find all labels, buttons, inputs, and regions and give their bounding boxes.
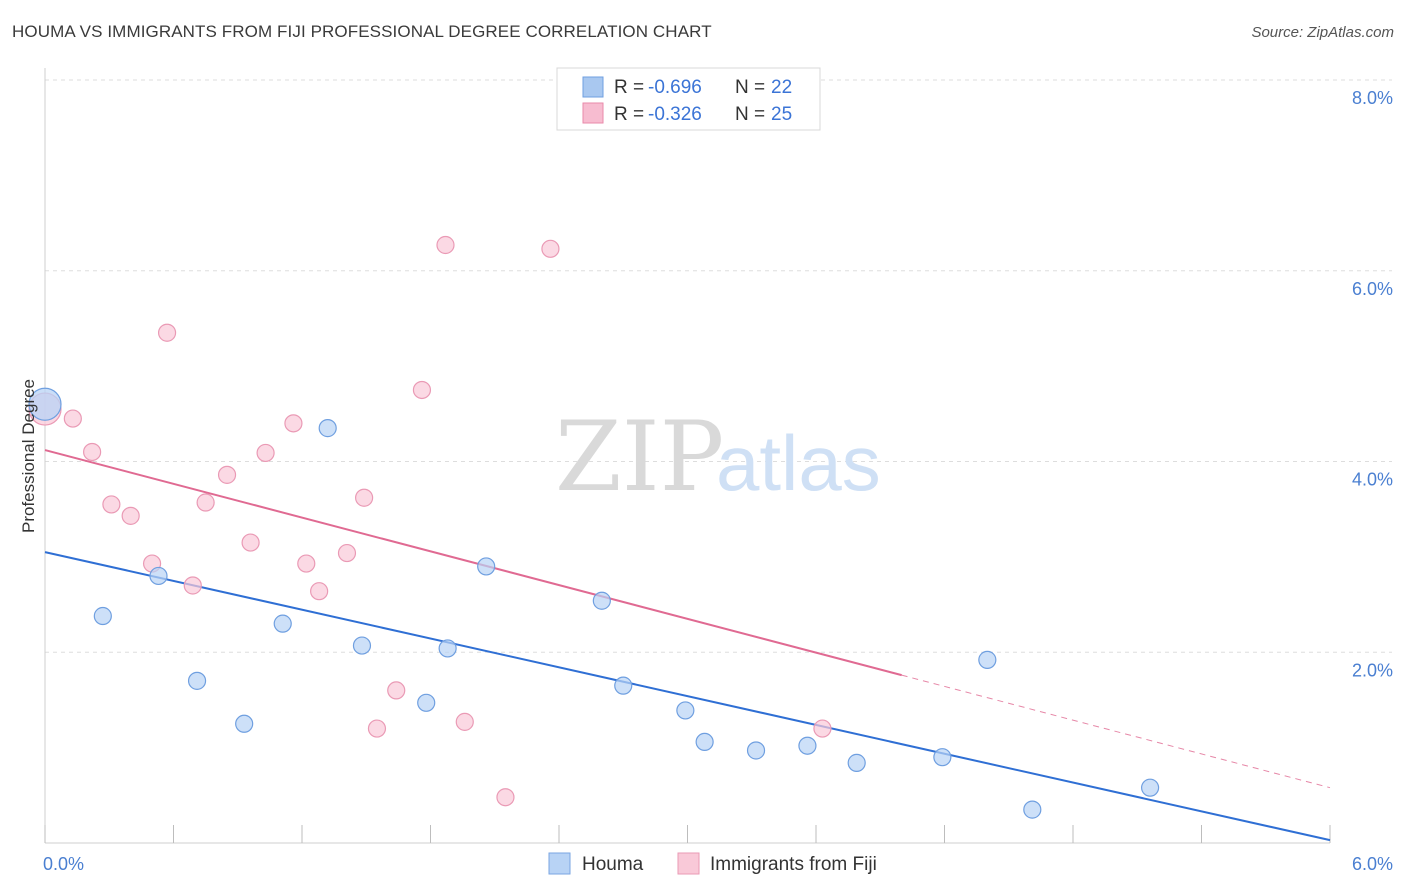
trend-line-houma (44, 551, 1331, 842)
trend-line-extension-fiji (901, 674, 1331, 789)
legend-n-value: 22 (771, 77, 792, 98)
data-point-fiji (455, 712, 474, 731)
data-point-fiji (412, 380, 432, 400)
gridlines (45, 79, 1392, 653)
data-point-fiji (387, 681, 406, 700)
data-point-houma (798, 736, 817, 755)
legend-stats: R = -0.696 N = 22 R = -0.326 N = 25 (556, 67, 821, 131)
data-point-fiji (217, 465, 237, 484)
y-tick-label: 4.0% (1352, 470, 1393, 490)
data-point-fiji (183, 576, 202, 595)
data-point-fiji (157, 323, 177, 342)
x-tick-label: 0.0% (43, 854, 84, 874)
y-tick-label: 6.0% (1352, 279, 1393, 299)
data-point-houma (1023, 800, 1042, 819)
watermark: ZIP atlas (555, 401, 881, 513)
data-point-houma (592, 591, 611, 610)
data-point-houma (933, 748, 952, 767)
tick-labels: 2.0% 4.0% 6.0% 8.0% 0.0% 6.0% (43, 88, 1393, 874)
data-point-houma (417, 693, 436, 712)
y-tick-label: 2.0% (1352, 660, 1393, 680)
watermark-atlas: atlas (716, 419, 881, 507)
data-point-fiji (367, 719, 387, 738)
chart-title: HOUMA VS IMMIGRANTS FROM FIJI PROFESSION… (12, 22, 712, 41)
y-axis-label: Professional Degree (19, 379, 38, 533)
data-point-fiji (297, 554, 316, 573)
data-point-fiji (436, 235, 455, 255)
data-point-fiji (355, 488, 374, 507)
data-point-houma (149, 566, 168, 586)
data-point-houma (352, 636, 372, 655)
data-point-fiji (337, 543, 357, 563)
legend-n-label: N = (735, 77, 765, 98)
data-point-houma (28, 387, 62, 421)
data-point-fiji (284, 414, 303, 433)
data-point-fiji (121, 506, 140, 525)
data-point-fiji (256, 443, 275, 463)
data-point-houma (614, 676, 633, 695)
legend-r-label: R = (614, 77, 644, 98)
legend-swatch-fiji-bottom (677, 852, 700, 875)
data-point-houma (438, 639, 457, 658)
legend-r-label: R = (614, 104, 644, 125)
legend-n-value: 25 (771, 104, 792, 125)
data-point-fiji (541, 239, 560, 258)
data-points (28, 235, 1160, 819)
legend-swatch-houma-bottom (548, 852, 571, 875)
data-point-fiji (102, 495, 121, 514)
data-point-houma (273, 614, 292, 633)
legend-r-value: -0.696 (648, 77, 702, 98)
y-tick-label: 8.0% (1352, 88, 1393, 108)
data-point-houma (847, 753, 866, 772)
data-point-fiji (310, 582, 329, 601)
legend-n-label: N = (735, 104, 765, 125)
data-point-fiji (496, 788, 515, 807)
legend-swatch-houma (582, 76, 604, 98)
legend-label-fiji: Immigrants from Fiji (710, 854, 877, 875)
source-credit: Source: ZipAtlas.com (1251, 24, 1394, 41)
legend-swatch-fiji (582, 102, 604, 124)
data-point-fiji (196, 493, 215, 512)
trend-line-fiji (44, 449, 902, 677)
data-point-fiji (241, 533, 260, 552)
data-point-houma (318, 419, 337, 438)
data-point-fiji (83, 442, 102, 462)
legend-series: Houma Immigrants from Fiji (548, 852, 877, 875)
axes (44, 68, 1331, 844)
legend-label-houma: Houma (582, 854, 644, 875)
data-point-fiji (813, 719, 832, 738)
data-point-houma (695, 732, 714, 752)
data-point-houma (676, 701, 695, 720)
data-point-fiji (63, 409, 82, 428)
legend-r-value: -0.326 (648, 104, 702, 125)
data-point-houma (1140, 778, 1160, 797)
trend-lines (44, 449, 1331, 842)
data-point-houma (235, 714, 254, 733)
watermark-zip: ZIP (555, 401, 724, 513)
data-point-houma (978, 650, 997, 669)
data-point-houma (477, 557, 496, 576)
x-tick-label: 6.0% (1352, 854, 1393, 874)
data-point-houma (187, 671, 207, 690)
data-point-houma (746, 741, 766, 760)
data-point-houma (93, 606, 112, 626)
